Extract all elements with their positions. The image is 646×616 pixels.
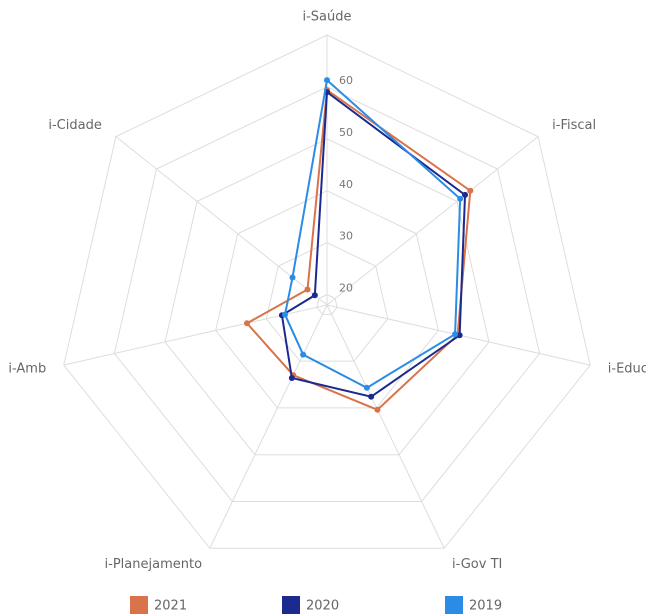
point — [289, 274, 296, 281]
axis-label: i-Saúde — [302, 10, 351, 25]
series-line — [283, 78, 462, 389]
grid-ring — [215, 190, 439, 409]
grid-ring — [164, 138, 490, 456]
point — [368, 393, 375, 400]
point — [452, 331, 459, 338]
y-tick-label: 30 — [339, 230, 353, 243]
legend-swatch — [445, 596, 463, 614]
axis-line — [326, 304, 445, 549]
point — [462, 191, 469, 198]
axis-label: i-Fiscal — [552, 118, 596, 133]
point — [456, 332, 463, 339]
legend-label: 2020 — [306, 599, 339, 614]
axis-label: i-Cidade — [48, 118, 101, 133]
point — [374, 406, 381, 413]
point — [324, 77, 330, 84]
point — [467, 187, 474, 194]
series-line — [245, 88, 472, 411]
point — [300, 351, 307, 358]
axis-label: i-Educ — [608, 362, 646, 377]
point — [281, 311, 288, 318]
legend-swatch — [130, 596, 148, 614]
grid-ring — [63, 34, 591, 549]
legend-label: 2019 — [469, 599, 502, 614]
point — [288, 374, 295, 381]
point — [457, 195, 464, 202]
legend-swatch — [282, 596, 300, 614]
grid-ring — [316, 294, 338, 315]
y-tick-label: 60 — [339, 74, 353, 87]
axis-label: i-Amb — [8, 362, 46, 377]
y-tick-label: 50 — [339, 126, 353, 139]
point — [363, 384, 370, 391]
axis-line — [115, 136, 328, 306]
point — [244, 320, 251, 327]
grid-ring — [265, 242, 389, 362]
axis-label: i-Planejamento — [105, 557, 203, 572]
axis-line — [209, 304, 328, 549]
y-tick-label: 20 — [339, 282, 353, 295]
legend-label: 2021 — [154, 599, 187, 614]
series-line — [280, 90, 467, 398]
axis-line — [326, 136, 539, 306]
grid-ring — [113, 86, 541, 502]
point — [304, 286, 311, 293]
point — [311, 292, 318, 299]
axis-label: i-Gov TI — [452, 557, 502, 572]
y-tick-label: 40 — [339, 178, 353, 191]
